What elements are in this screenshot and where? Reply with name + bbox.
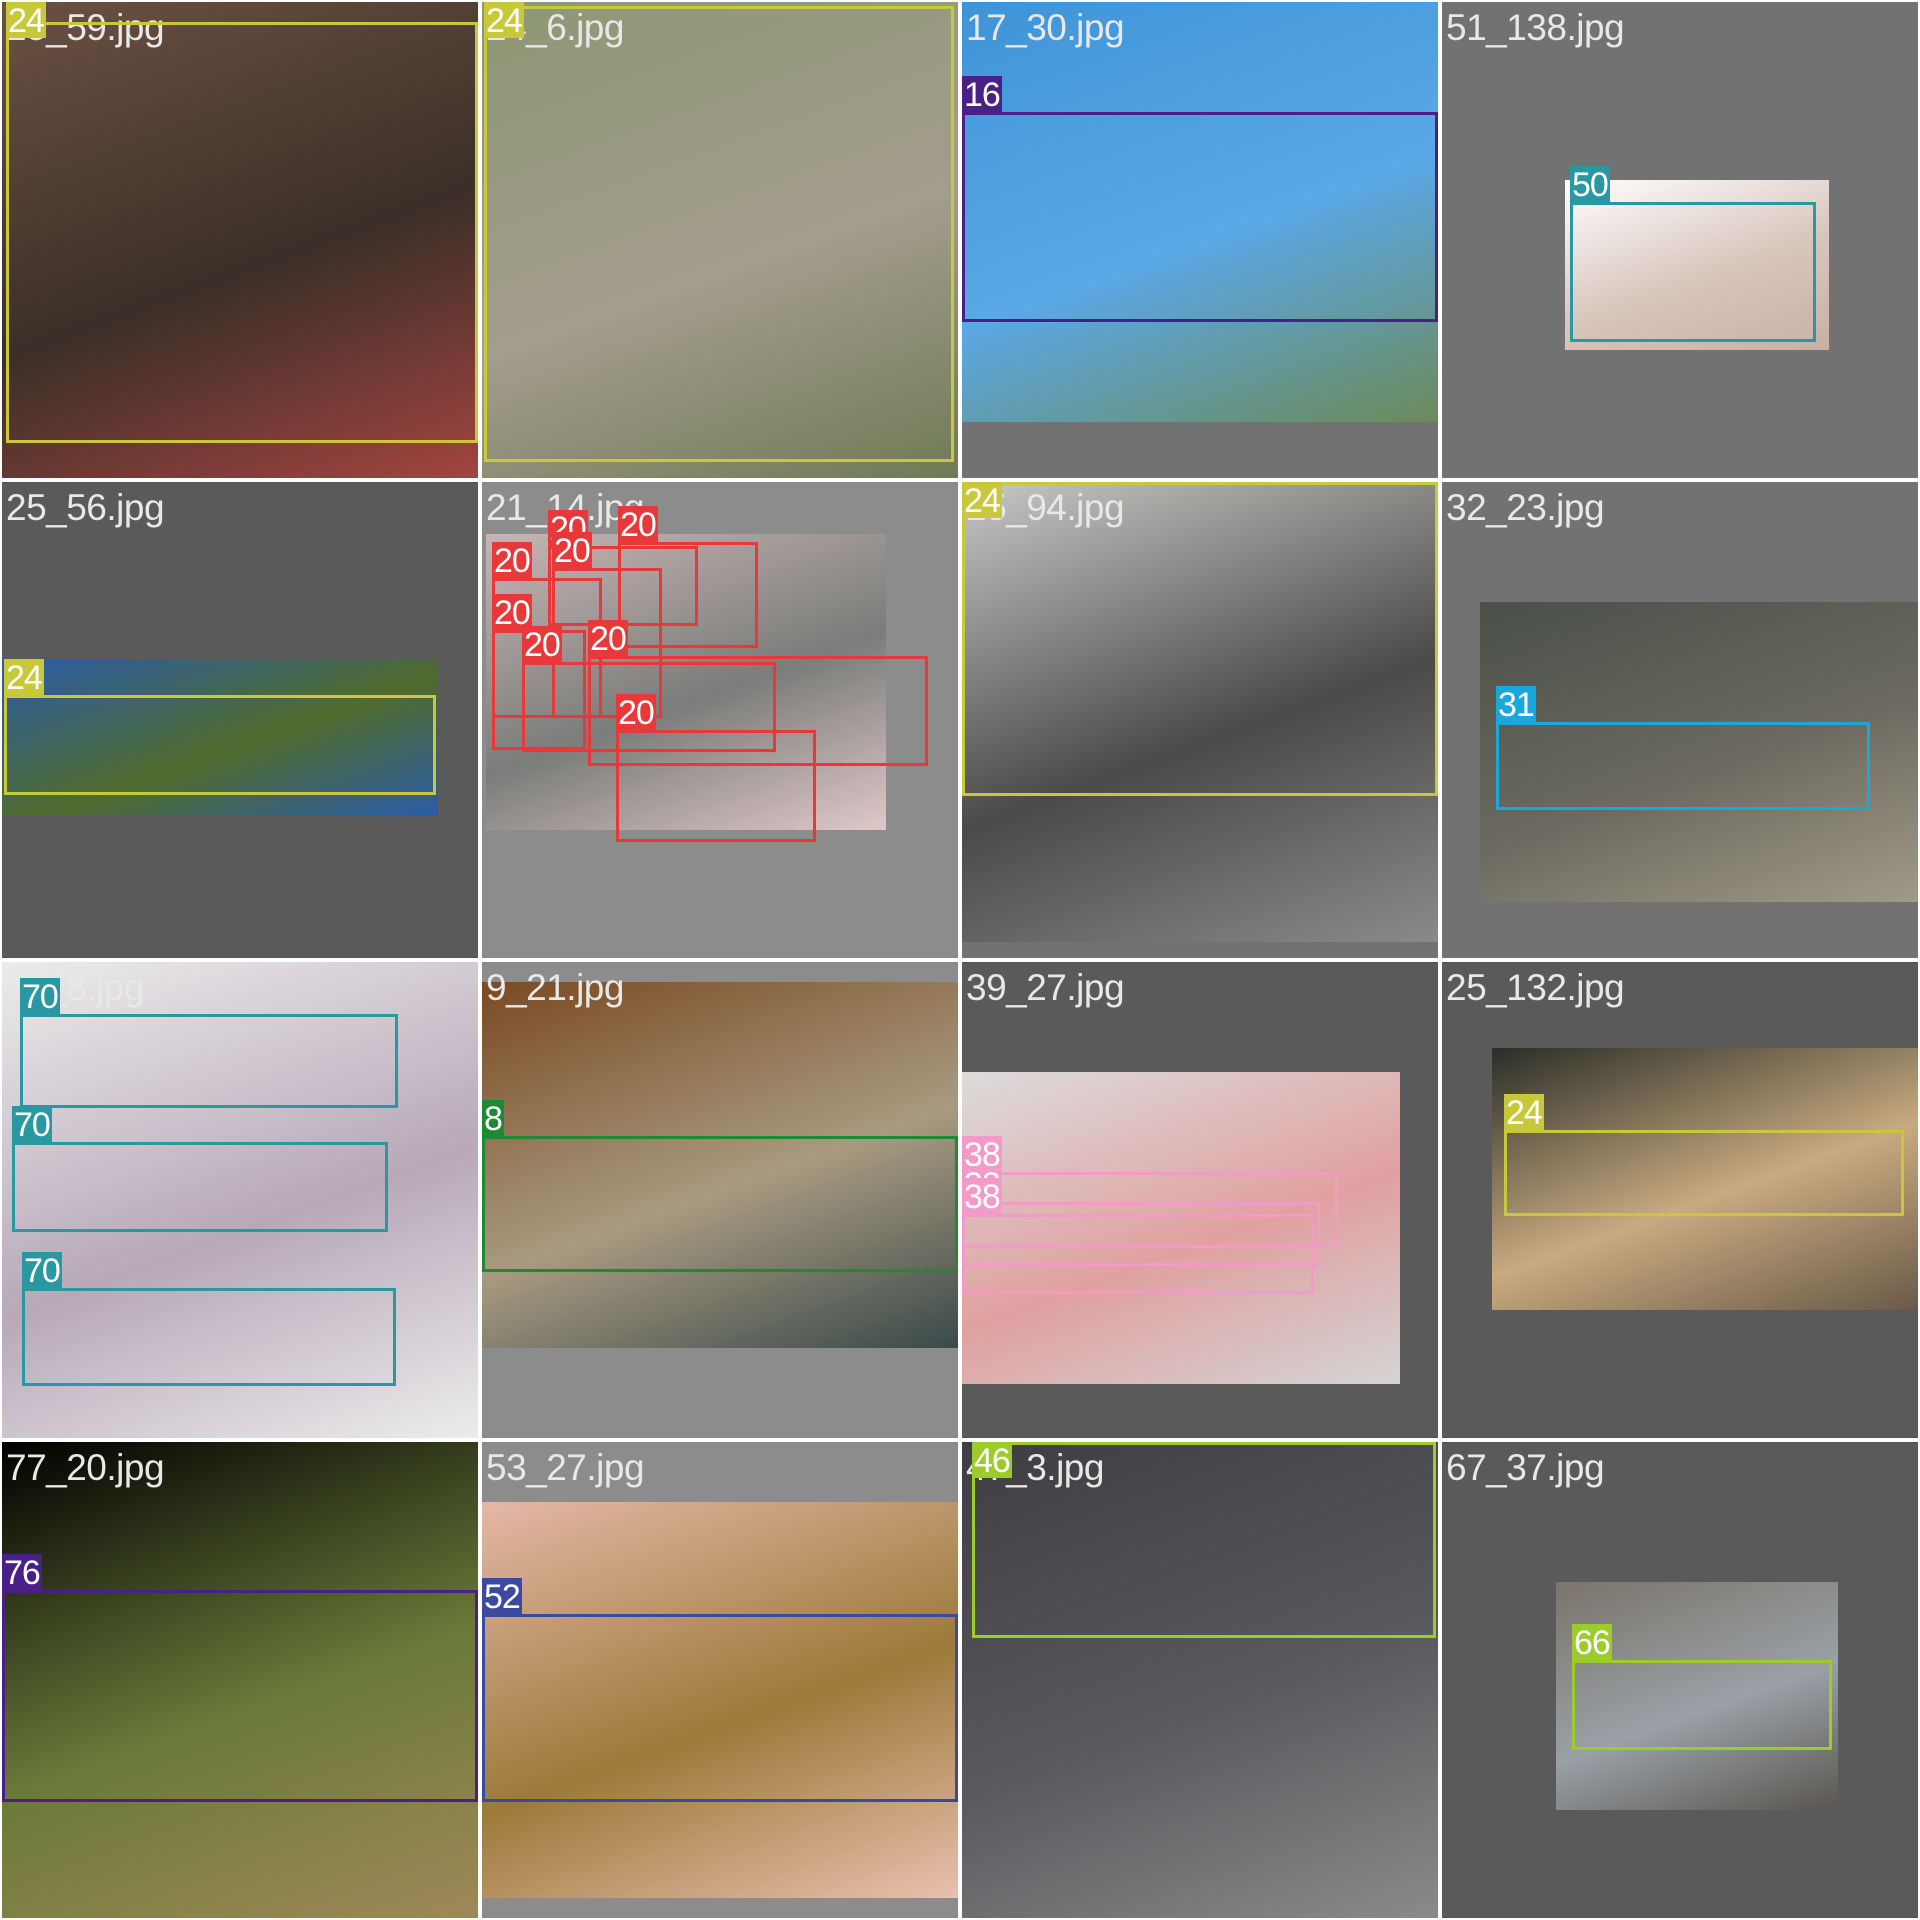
bounding-box xyxy=(1570,202,1816,342)
fish-photo xyxy=(1565,180,1829,350)
image-tile: 25_56.jpg 24 xyxy=(2,482,478,958)
bounding-box xyxy=(588,656,928,766)
fish-photo xyxy=(2,660,438,816)
class-label-tag: 31 xyxy=(1496,686,1536,724)
image-tile: 77_20.jpg 76 xyxy=(2,1442,478,1918)
image-tile: 25_59.jpg 24 xyxy=(2,2,478,478)
class-label-tag: 20 xyxy=(616,694,656,732)
image-tile: 25_94.jpg 24 xyxy=(962,482,1438,958)
bounding-box xyxy=(522,662,776,752)
image-tile: 67_37.jpg 66 xyxy=(1442,1442,1918,1918)
image-tile: 32_23.jpg 31 xyxy=(1442,482,1918,958)
image-filename: 67_37.jpg xyxy=(1446,1447,1605,1488)
class-label-tag: 20 xyxy=(492,542,532,580)
class-label-tag: 24 xyxy=(6,2,46,40)
class-label-tag: 50 xyxy=(1570,166,1610,204)
class-label-tag: 8 xyxy=(482,1100,504,1138)
image-tile: 53_27.jpg 52 xyxy=(482,1442,958,1918)
class-label-tag: 24 xyxy=(484,2,524,40)
class-label-tag: 20 xyxy=(618,506,658,544)
fish-photo xyxy=(482,982,958,1348)
class-label-tag: 52 xyxy=(482,1578,522,1616)
fish-photo xyxy=(2,2,478,478)
bounding-box xyxy=(20,1014,398,1108)
class-label-tag: 20 xyxy=(492,594,532,632)
class-label-tag: 24 xyxy=(962,482,1002,520)
image-filename: 39_27.jpg xyxy=(966,967,1125,1008)
class-label-tag: 24 xyxy=(4,659,44,697)
bounding-box xyxy=(484,6,954,462)
fish-photo xyxy=(962,482,1438,942)
image-filename: 53_27.jpg xyxy=(486,1447,645,1488)
class-label-tag: 70 xyxy=(12,1106,52,1144)
fish-photo xyxy=(2,962,478,1438)
image-tile: 17_30.jpg 16 xyxy=(962,2,1438,478)
bounding-box xyxy=(1572,1660,1832,1750)
image-tile: 47_3.jpg 46 xyxy=(962,1442,1438,1918)
fish-photo xyxy=(962,1072,1400,1384)
class-label-tag: 20 xyxy=(552,532,592,570)
class-label-tag: 20 xyxy=(588,620,628,658)
image-filename: 25_56.jpg xyxy=(6,487,165,528)
class-label-tag: 66 xyxy=(1572,1624,1612,1662)
fish-photo xyxy=(962,1442,1438,1918)
bounding-box xyxy=(482,1614,958,1802)
fish-photo xyxy=(482,1502,958,1898)
image-tile: 39_27.jpg383838 xyxy=(962,962,1438,1438)
image-tile: 24_6.jpg 24 xyxy=(482,2,958,478)
bounding-box xyxy=(6,22,478,443)
bounding-box xyxy=(4,695,436,795)
image-tile: 25_132.jpg 24 xyxy=(1442,962,1918,1438)
bounding-box xyxy=(482,1136,958,1272)
fish-photo xyxy=(1492,1048,1918,1310)
fish-photo xyxy=(1480,602,1918,902)
image-tile: 9_21.jpg 8 xyxy=(482,962,958,1438)
bounding-box xyxy=(22,1288,396,1386)
bounding-box xyxy=(2,1590,478,1802)
fish-photo xyxy=(2,1442,478,1918)
class-label-tag: 38 xyxy=(962,1178,1002,1216)
image-tile: 21_14.jpg 20 20 20 20 20 20 20 20 xyxy=(482,482,958,958)
class-label-tag: 24 xyxy=(1504,1094,1544,1132)
bounding-box xyxy=(962,112,1438,322)
bounding-box xyxy=(1504,1130,1904,1216)
class-label-tag: 70 xyxy=(22,1252,62,1290)
bounding-box xyxy=(972,1442,1436,1638)
fish-photo xyxy=(1556,1582,1838,1810)
fish-photo xyxy=(482,2,958,478)
class-label-tag: 46 xyxy=(972,1442,1012,1480)
image-filename: 17_30.jpg xyxy=(966,7,1125,48)
image-filename: 51_138.jpg xyxy=(1446,7,1625,48)
bounding-box xyxy=(618,542,758,648)
image-tile: 70_8.jpg 70 70 70 xyxy=(2,962,478,1438)
class-label-tag: 20 xyxy=(522,626,562,664)
image-filename: 77_20.jpg xyxy=(6,1447,165,1488)
fish-photo xyxy=(962,2,1438,422)
bounding-box xyxy=(616,730,816,842)
bounding-box xyxy=(962,482,1438,796)
bounding-box xyxy=(1496,722,1870,810)
image-filename: 9_21.jpg xyxy=(486,967,624,1008)
class-label-tag: 70 xyxy=(20,978,60,1016)
image-tile: 51_138.jpg 50 xyxy=(1442,2,1918,478)
image-filename: 32_23.jpg xyxy=(1446,487,1605,528)
bounding-box xyxy=(962,1214,1314,1294)
class-label-tag: 16 xyxy=(962,76,1002,114)
class-label-tag: 76 xyxy=(2,1554,42,1592)
image-filename: 25_132.jpg xyxy=(1446,967,1625,1008)
bounding-box xyxy=(12,1142,388,1232)
